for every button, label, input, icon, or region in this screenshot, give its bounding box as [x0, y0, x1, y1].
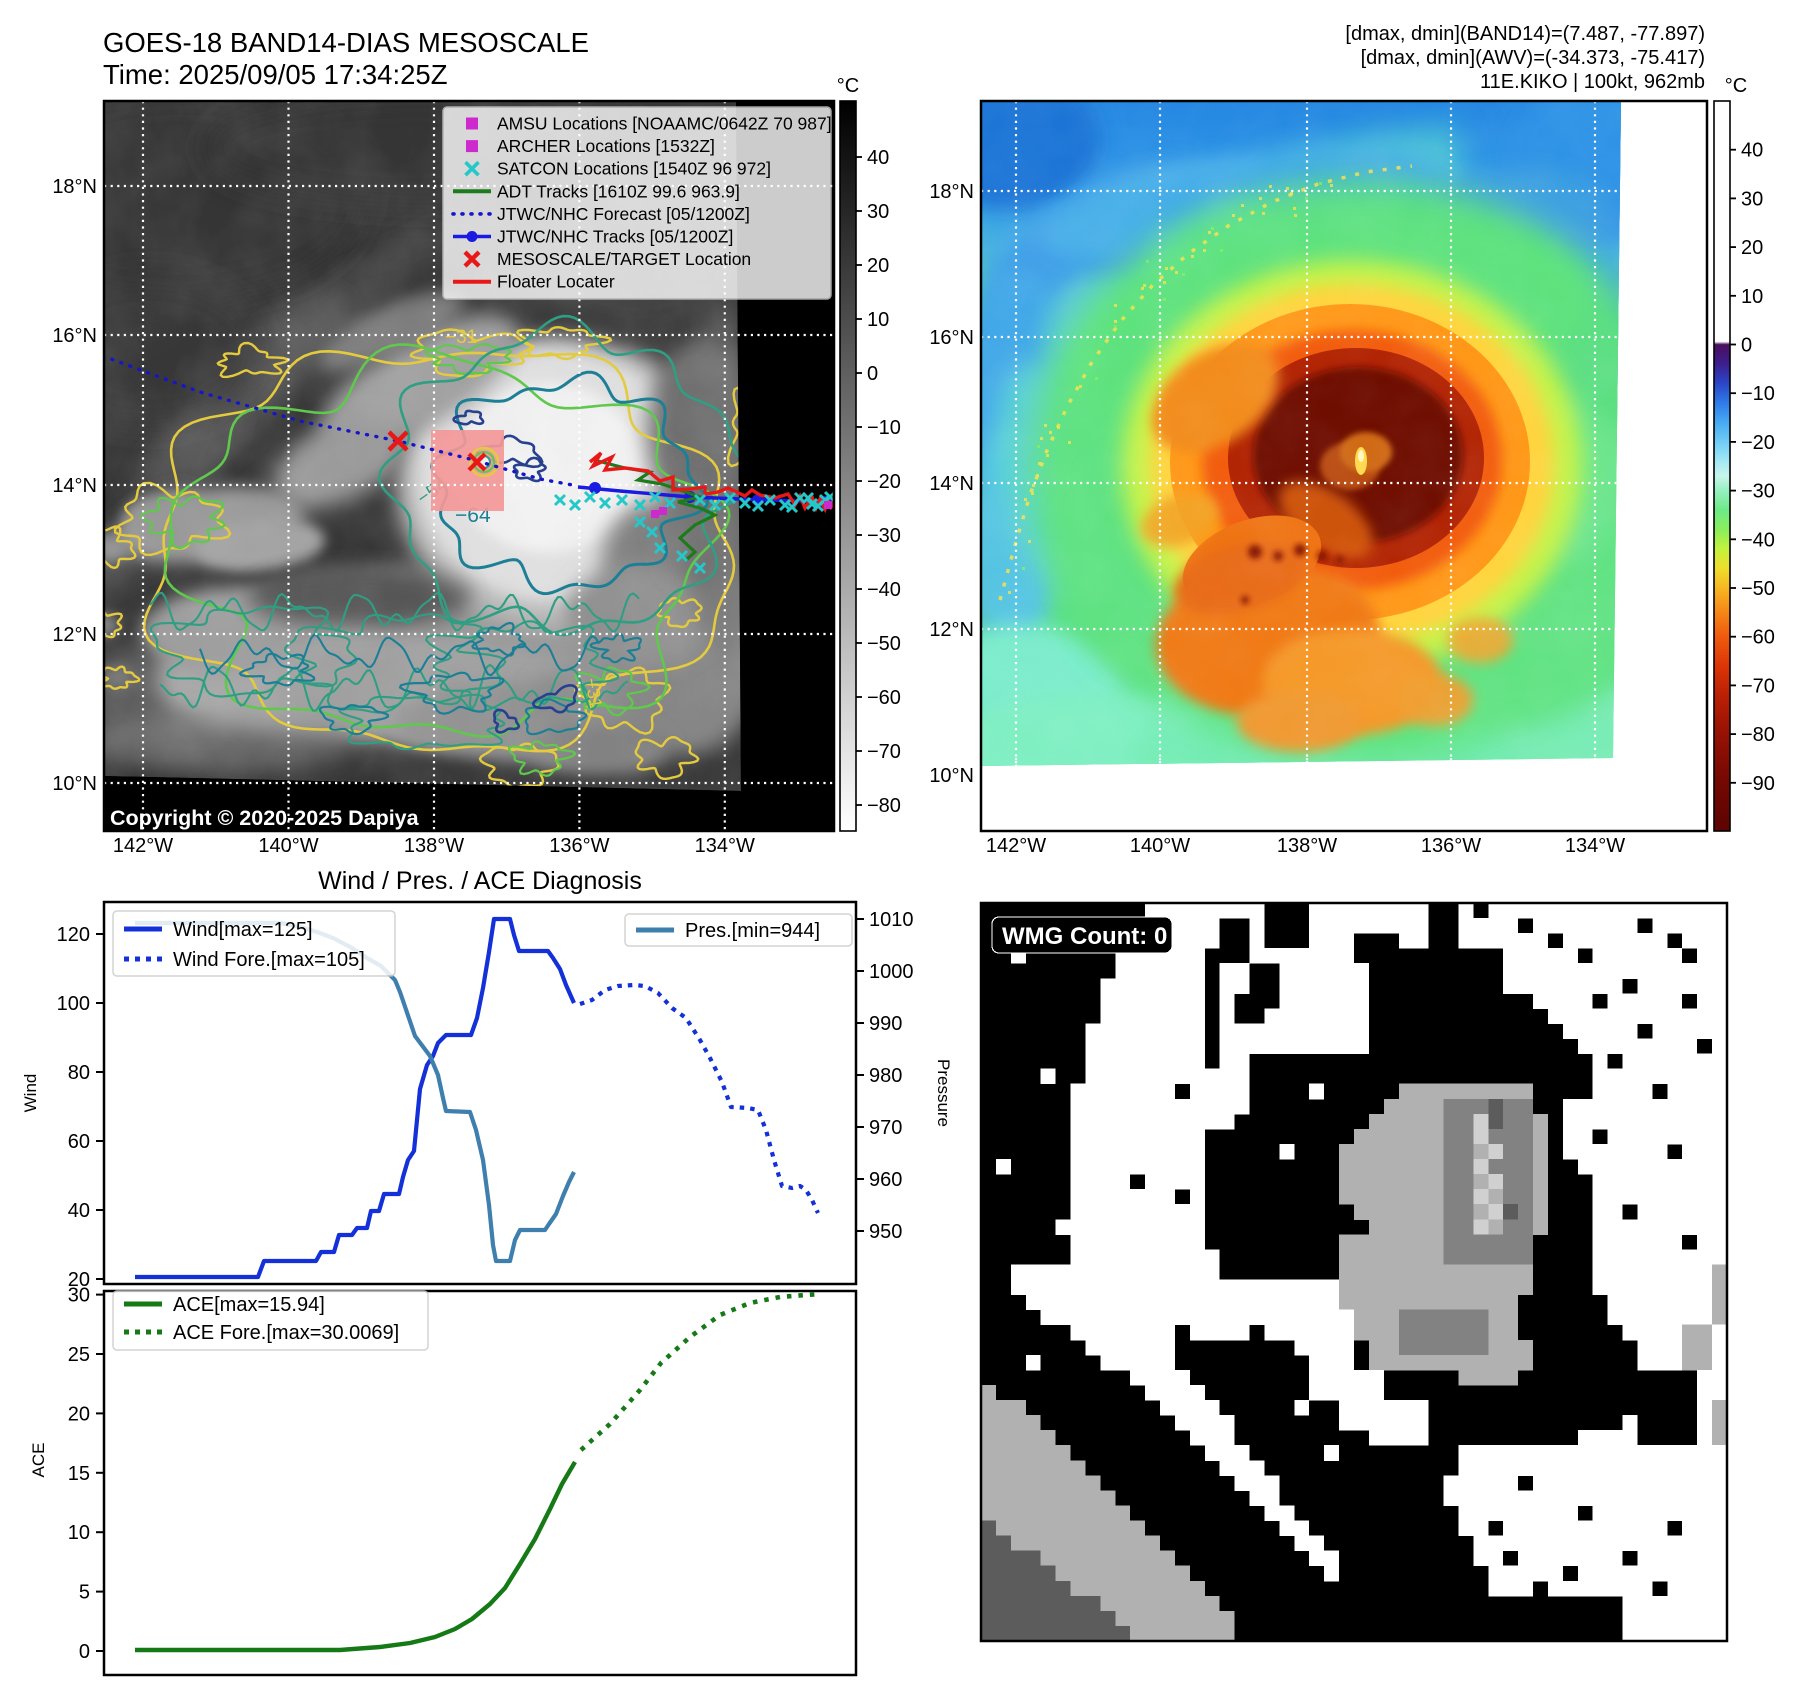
svg-text:950: 950 [869, 1221, 902, 1243]
svg-text:−70: −70 [867, 741, 901, 763]
svg-text:Copyright © 2020-2025 Dapiya: Copyright © 2020-2025 Dapiya [110, 806, 420, 830]
svg-text:16°N: 16°N [929, 327, 974, 349]
svg-text:16°N: 16°N [52, 325, 97, 347]
svg-text:AMSU Locations [NOAAMC/0642Z 7: AMSU Locations [NOAAMC/0642Z 70 987] [497, 114, 832, 134]
svg-text:−10: −10 [1741, 383, 1775, 405]
svg-text:10: 10 [68, 1522, 90, 1544]
svg-text:960: 960 [869, 1169, 902, 1191]
svg-text:−80: −80 [867, 795, 901, 817]
svg-text:142°W: 142°W [986, 835, 1046, 857]
svg-text:15: 15 [68, 1463, 90, 1485]
svg-text:30: 30 [867, 201, 889, 223]
svg-text:ARCHER Locations [1532Z]: ARCHER Locations [1532Z] [497, 136, 715, 156]
svg-text:Wind Fore.[max=105]: Wind Fore.[max=105] [173, 949, 365, 971]
svg-text:20: 20 [68, 1403, 90, 1425]
svg-text:12°N: 12°N [52, 624, 97, 646]
svg-text:0: 0 [867, 363, 878, 385]
svg-text:136°W: 136°W [1421, 835, 1481, 857]
svg-text:MESOSCALE/TARGET Location: MESOSCALE/TARGET Location [497, 249, 751, 269]
svg-text:−50: −50 [1741, 578, 1775, 600]
svg-text:10°N: 10°N [52, 773, 97, 795]
svg-text:ACE: ACE [29, 1443, 48, 1478]
svg-text:134°W: 134°W [1565, 835, 1625, 857]
svg-text:10°N: 10°N [929, 765, 974, 787]
svg-text:−40: −40 [867, 579, 901, 601]
svg-text:JTWC/NHC Tracks [05/1200Z]: JTWC/NHC Tracks [05/1200Z] [497, 227, 733, 247]
svg-text:1000: 1000 [869, 961, 914, 983]
svg-text:138°W: 138°W [1277, 835, 1337, 857]
svg-text:20: 20 [68, 1269, 90, 1291]
svg-text:GOES-18 BAND14-DIAS MESOSCALE: GOES-18 BAND14-DIAS MESOSCALE [103, 27, 589, 58]
svg-text:12°N: 12°N [929, 619, 974, 641]
svg-text:Wind: Wind [21, 1074, 40, 1113]
svg-text:−60: −60 [1741, 627, 1775, 649]
svg-text:−50: −50 [867, 633, 901, 655]
svg-text:20: 20 [867, 255, 889, 277]
svg-text:980: 980 [869, 1065, 902, 1087]
svg-text:[dmax, dmin](BAND14)=(7.487, -: [dmax, dmin](BAND14)=(7.487, -77.897) [1345, 23, 1705, 45]
svg-text:ACE[max=15.94]: ACE[max=15.94] [173, 1294, 325, 1316]
svg-text:−31: −31 [445, 327, 477, 348]
svg-text:JTWC/NHC Forecast [05/1200Z]: JTWC/NHC Forecast [05/1200Z] [497, 204, 750, 224]
svg-text:5: 5 [79, 1582, 90, 1604]
svg-text:18°N: 18°N [929, 181, 974, 203]
svg-text:ACE Fore.[max=30.0069]: ACE Fore.[max=30.0069] [173, 1322, 399, 1344]
svg-text:SATCON Locations [1540Z 96 972: SATCON Locations [1540Z 96 972] [497, 159, 771, 179]
svg-text:990: 990 [869, 1013, 902, 1035]
svg-text:30: 30 [68, 1285, 90, 1307]
svg-text:134°W: 134°W [695, 835, 755, 857]
svg-text:°C: °C [837, 75, 859, 97]
svg-text:0: 0 [1741, 335, 1752, 357]
svg-text:−20: −20 [867, 471, 901, 493]
svg-text:30: 30 [1741, 188, 1763, 210]
svg-text:10: 10 [1741, 286, 1763, 308]
svg-text:14°N: 14°N [929, 473, 974, 495]
svg-text:138°W: 138°W [404, 835, 464, 857]
svg-text:40: 40 [68, 1200, 90, 1222]
svg-text:−40: −40 [1741, 529, 1775, 551]
svg-text:−60: −60 [867, 687, 901, 709]
svg-text:120: 120 [57, 924, 90, 946]
svg-text:−10: −10 [867, 417, 901, 439]
svg-text:−30: −30 [867, 525, 901, 547]
svg-text:0: 0 [79, 1641, 90, 1663]
svg-text:−30: −30 [1741, 481, 1775, 503]
svg-text:80: 80 [68, 1062, 90, 1084]
svg-text:−70: −70 [1741, 675, 1775, 697]
svg-text:Pres.[min=944]: Pres.[min=944] [685, 920, 820, 942]
svg-text:40: 40 [867, 147, 889, 169]
svg-text:970: 970 [869, 1117, 902, 1139]
svg-text:−20: −20 [1741, 432, 1775, 454]
svg-text:20: 20 [1741, 237, 1763, 259]
svg-text:Pressure: Pressure [934, 1059, 953, 1127]
svg-text:11E.KIKO | 100kt, 962mb: 11E.KIKO | 100kt, 962mb [1480, 71, 1705, 93]
svg-text:10: 10 [867, 309, 889, 331]
svg-text:140°W: 140°W [258, 835, 318, 857]
svg-text:14°N: 14°N [52, 475, 97, 497]
svg-text:Time: 2025/09/05 17:34:25Z: Time: 2025/09/05 17:34:25Z [103, 59, 448, 90]
svg-text:−90: −90 [1741, 773, 1775, 795]
svg-text:25: 25 [68, 1344, 90, 1366]
svg-text:WMG Count: 0: WMG Count: 0 [1002, 923, 1167, 950]
svg-text:Wind / Pres. / ACE Diagnosis: Wind / Pres. / ACE Diagnosis [318, 867, 642, 895]
svg-text:ADT Tracks [1610Z 99.6 963.9]: ADT Tracks [1610Z 99.6 963.9] [497, 181, 740, 201]
svg-text:40: 40 [1741, 140, 1763, 162]
svg-text:°C: °C [1725, 75, 1747, 97]
svg-text:60: 60 [68, 1131, 90, 1153]
svg-text:100: 100 [57, 993, 90, 1015]
svg-text:136°W: 136°W [549, 835, 609, 857]
svg-text:18°N: 18°N [52, 176, 97, 198]
svg-text:142°W: 142°W [113, 835, 173, 857]
svg-text:1010: 1010 [869, 909, 914, 931]
svg-text:Wind[max=125]: Wind[max=125] [173, 919, 313, 941]
svg-text:Floater Locater: Floater Locater [497, 272, 615, 292]
svg-text:−80: −80 [1741, 724, 1775, 746]
svg-text:[dmax, dmin](AWV)=(-34.373, -7: [dmax, dmin](AWV)=(-34.373, -75.417) [1361, 47, 1705, 69]
svg-text:140°W: 140°W [1130, 835, 1190, 857]
